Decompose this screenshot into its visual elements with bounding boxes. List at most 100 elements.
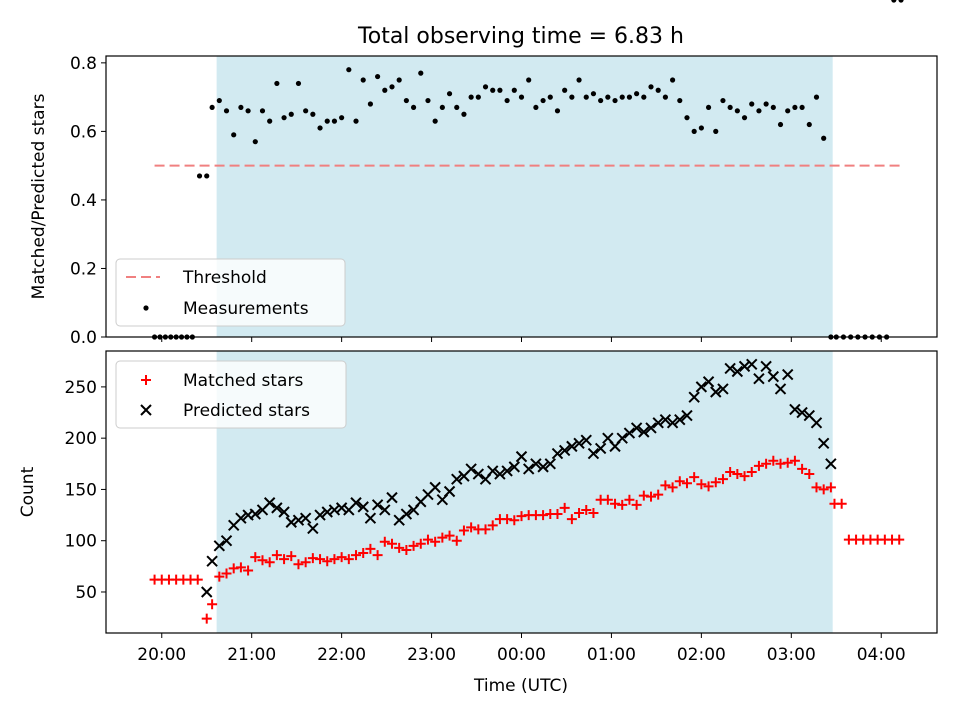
measurement-point — [705, 104, 712, 111]
predicted-star-point — [429, 481, 441, 494]
matched-star-point — [358, 548, 369, 559]
predicted-star-point — [616, 432, 628, 444]
matched-star-point — [379, 536, 390, 547]
measurement-point — [619, 94, 625, 100]
matched-star-point — [257, 555, 268, 566]
matched-star-point — [214, 571, 225, 582]
x-tick-label: 03:00 — [767, 645, 816, 665]
measurement-point — [482, 84, 489, 90]
matched-star-point — [667, 482, 678, 493]
matched-star-point — [789, 455, 800, 466]
matched-star-point — [286, 551, 297, 562]
measurement-point — [526, 77, 532, 83]
y-tick-label: 0.0 — [70, 328, 97, 348]
measurement-point — [303, 108, 309, 114]
measurement-point — [821, 135, 827, 141]
predicted-star-point — [760, 360, 772, 373]
predicted-star-point — [400, 508, 413, 520]
predicted-star-point — [738, 360, 751, 373]
matched-star-point — [509, 515, 520, 526]
predicted-star-point — [328, 504, 341, 516]
predicted-star-point — [508, 461, 521, 473]
matched-star-point — [631, 499, 642, 510]
measurement-point — [425, 97, 431, 104]
matched-star-point — [825, 482, 836, 493]
predicted-star-point — [710, 386, 722, 398]
matched-star-point — [279, 554, 290, 565]
measurement-point — [339, 115, 345, 121]
predicted-star-point — [580, 434, 592, 446]
predicted-star-point — [573, 437, 585, 449]
matched-star-point — [624, 494, 635, 505]
measurement-point — [799, 104, 805, 111]
matched-star-point — [588, 508, 599, 519]
x-tick-label: 02:00 — [677, 645, 726, 665]
matched-star-point — [480, 524, 491, 535]
measurement-point — [375, 73, 381, 80]
predicted-star-point — [674, 413, 686, 426]
predicted-star-point — [371, 499, 384, 511]
predicted-star-point — [314, 509, 326, 521]
x-tick-label: 21:00 — [227, 645, 276, 665]
predicted-star-point — [350, 497, 362, 509]
matched-star-point — [581, 504, 592, 515]
predicted-star-point — [299, 512, 312, 524]
x-axis-label: Time (UTC) — [473, 676, 568, 696]
predicted-star-point — [472, 468, 485, 480]
matched-star-point — [502, 514, 513, 525]
measurement-point — [720, 97, 726, 104]
measurement-point — [898, 0, 904, 3]
matched-star-point — [689, 472, 700, 483]
matched-star-point — [307, 553, 318, 564]
measurement-point — [367, 101, 374, 107]
predicted-star-point — [789, 403, 801, 416]
matched-star-point — [775, 458, 786, 469]
measurement-point — [454, 104, 460, 111]
measurement-point — [547, 94, 553, 100]
measurement-point — [634, 91, 640, 97]
measurement-point — [439, 104, 445, 111]
measurement-point — [684, 115, 690, 121]
measurement-point — [475, 94, 481, 100]
predicted-star-point — [551, 447, 564, 460]
x-tick-label: 01:00 — [587, 645, 636, 665]
predicted-star-point — [630, 422, 643, 434]
measurement-point — [238, 104, 244, 111]
matched-star-point — [696, 479, 707, 490]
matched-star-point — [717, 474, 728, 485]
matched-star-point — [610, 498, 621, 509]
matched-star-point — [243, 565, 254, 576]
measurement-point — [196, 173, 203, 179]
measurement-point — [598, 97, 604, 104]
legend-threshold-label: Threshold — [182, 268, 267, 288]
measurement-point — [763, 101, 769, 107]
measurement-point — [734, 108, 740, 114]
predicted-star-point — [810, 417, 823, 429]
matched-star-point — [703, 481, 714, 492]
y-tick-label: 250 — [65, 378, 97, 398]
measurement-point — [403, 97, 409, 104]
measurement-point — [756, 108, 762, 114]
measurement-point — [389, 84, 395, 90]
predicted-star-point — [364, 512, 377, 524]
matched-star-point — [343, 554, 354, 565]
measurement-point — [540, 97, 546, 104]
measurement-point — [446, 91, 453, 97]
matched-star-point — [818, 484, 829, 495]
matched-star-point — [444, 530, 455, 541]
matched-star-point — [422, 534, 433, 545]
matched-star-point — [811, 482, 822, 493]
predicted-star-point — [753, 372, 765, 385]
legend-predicted-label: Predicted stars — [183, 401, 310, 421]
y-tick-label: 150 — [65, 480, 97, 500]
matched-star-point — [753, 460, 764, 471]
matched-star-point — [566, 514, 577, 525]
predicted-star-point — [501, 465, 513, 477]
measurement-point — [281, 115, 287, 121]
matched-star-point — [458, 525, 469, 536]
measurement-point — [741, 115, 748, 121]
matched-star-point — [552, 509, 563, 520]
predicted-star-point — [530, 458, 542, 470]
top-legend: Threshold Measurements — [115, 258, 346, 327]
matched-star-point — [559, 502, 570, 513]
